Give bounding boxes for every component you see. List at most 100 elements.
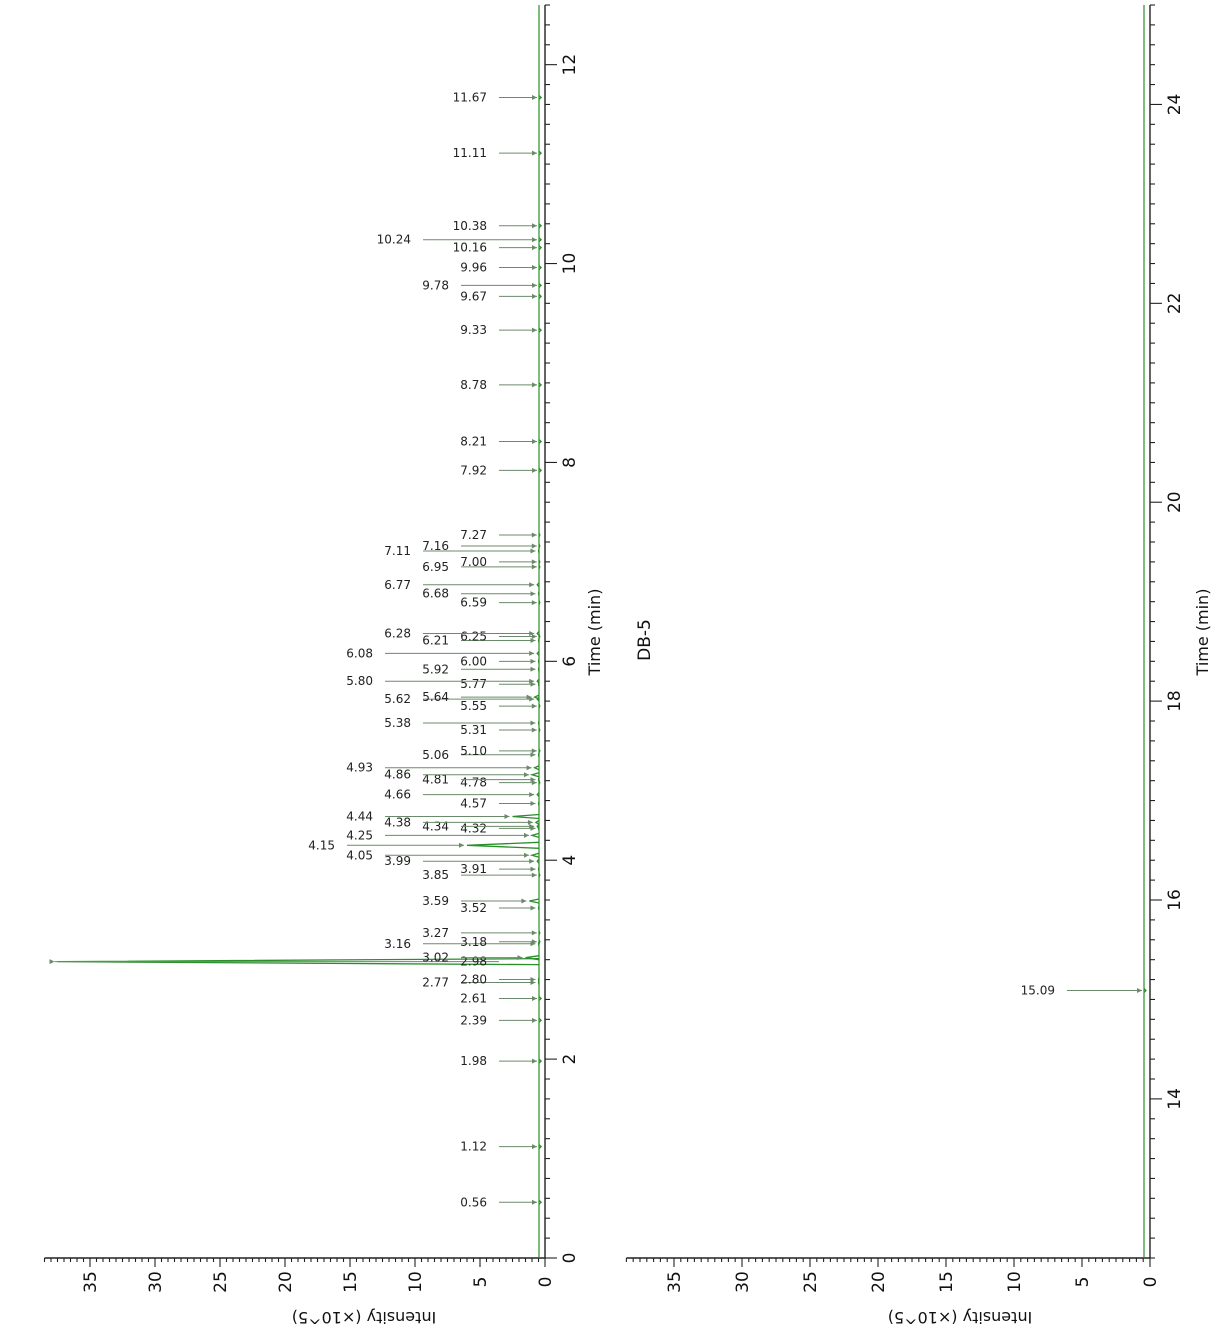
peak-arrow-head [531, 872, 537, 878]
chromatogram-panel-2: 14 16 18 20 22 24 Time (min) 0 5 10 15 20 25 30 35 Inte… [625, 4, 1212, 1327]
peak-label: 6.59 [460, 596, 487, 610]
peak-trace [538, 600, 541, 605]
peak-arrow-head [532, 467, 537, 473]
time-tick-label: 2 [560, 1054, 580, 1065]
intensity-tick-label: 25 [801, 1271, 821, 1293]
peak-label: 6.77 [384, 578, 411, 592]
peak-arrow-head [531, 559, 537, 565]
peak-label: 4.78 [460, 776, 487, 790]
peak-arrow-head [524, 832, 529, 838]
peak-arrow-head [532, 995, 537, 1001]
time-tick-label: 20 [1165, 491, 1185, 513]
peak-arrow-head [529, 678, 535, 684]
peak-trace [537, 752, 540, 757]
intensity-tick-label: 10 [1005, 1271, 1025, 1293]
intensity-axis-title: Intensity (×10^5) [888, 1308, 1033, 1327]
peak-label: 9.78 [422, 278, 449, 292]
peak-label: 5.62 [384, 692, 411, 706]
peak-arrow-head [532, 150, 537, 156]
time-tick-label: 4 [560, 855, 580, 866]
peak-label: 7.92 [460, 463, 487, 477]
peak-trace [538, 930, 541, 936]
peak-trace [538, 543, 541, 549]
peak-arrow-head [531, 564, 537, 570]
peak-arrow-head [530, 777, 536, 783]
peak-label: 3.99 [384, 854, 411, 868]
peak-trace [536, 650, 540, 656]
peak-arrow-head [532, 223, 537, 229]
peak-arrow-head [531, 930, 537, 936]
time-tick-label: 6 [560, 656, 580, 667]
peak-label: 7.11 [384, 544, 411, 558]
peak-label: 6.21 [422, 633, 449, 647]
peak-arrow-head [1137, 987, 1142, 993]
intensity-tick-label: 0 [1141, 1277, 1161, 1288]
peak-label: 15.09 [1021, 983, 1055, 997]
peak-label: 5.38 [384, 716, 411, 730]
peak-arrow-head [529, 823, 535, 829]
peak-trace [536, 582, 540, 588]
peak-arrow-head [531, 939, 537, 945]
time-tick-label: 18 [1165, 690, 1185, 712]
peak-label: 11.67 [453, 90, 487, 104]
peak-trace [538, 703, 541, 709]
peak-trace [537, 977, 540, 982]
peak-trace [533, 765, 540, 771]
peak-label: 3.27 [422, 926, 449, 940]
peak-arrow-head [531, 748, 537, 754]
time-axis-title: Time (min) [1193, 589, 1212, 677]
peak-trace [536, 696, 540, 702]
peak-trace [537, 720, 540, 726]
peak-arrow-head [530, 591, 536, 597]
intensity-tick-label: 25 [211, 1271, 231, 1293]
peak-trace [534, 819, 540, 825]
peak-arrow-head [531, 780, 537, 786]
intensity-tick-label: 30 [146, 1271, 166, 1293]
peak-trace [538, 748, 541, 754]
peak-label: 2.98 [460, 955, 487, 969]
peak-label: 6.28 [384, 626, 411, 640]
peak-arrow-head [532, 265, 537, 271]
peak-arrow-head [529, 630, 535, 636]
intensity-tick-label: 0 [536, 1277, 556, 1288]
peak-trace [536, 858, 540, 864]
peak-arrow-head [526, 765, 532, 771]
peak-trace [537, 801, 540, 806]
peak-arrow-head [524, 852, 529, 858]
chromatogram-panel-1: 0 2 4 6 8 10 12 Time (min) 0 5 10 15 20 25 30 35 Intensi… [43, 4, 604, 1327]
peak-label: 2.61 [460, 991, 487, 1005]
peak-arrow-head [530, 801, 536, 807]
peak-arrow-head [517, 955, 523, 961]
peak-label: 4.25 [346, 828, 373, 842]
peak-label: 6.00 [460, 654, 487, 668]
peak-trace [538, 1058, 543, 1064]
peak-trace [538, 223, 543, 229]
peak-label: 4.05 [346, 848, 373, 862]
peak-arrow-head [532, 293, 537, 299]
peak-trace [538, 150, 543, 156]
peak-arrow-head [532, 1199, 537, 1205]
time-tick-label: 12 [560, 54, 580, 76]
peak-arrow-head [532, 245, 537, 251]
peak-label: 3.18 [460, 935, 487, 949]
peak-trace [538, 467, 543, 473]
peak-label: 4.81 [422, 773, 449, 787]
peak-trace [537, 667, 540, 672]
peak-label: 3.85 [422, 868, 449, 882]
peak-arrow-head [529, 650, 535, 656]
peak-label: 6.08 [346, 646, 373, 660]
peak-arrow-head [526, 694, 532, 700]
peak-trace [538, 1144, 543, 1150]
peak-arrow-head [530, 548, 536, 554]
peak-arrow-head [529, 858, 535, 864]
peak-label: 7.00 [460, 555, 487, 569]
peak-trace [537, 867, 540, 872]
peak-trace [538, 439, 543, 445]
intensity-tick-label: 15 [937, 1271, 957, 1293]
peak-label: 5.31 [460, 723, 487, 737]
peak-trace [529, 852, 540, 858]
time-tick-label: 10 [560, 253, 580, 275]
peak-trace [533, 694, 540, 700]
peak-arrow-head [529, 582, 535, 588]
peak-arrow-head [532, 1017, 537, 1023]
